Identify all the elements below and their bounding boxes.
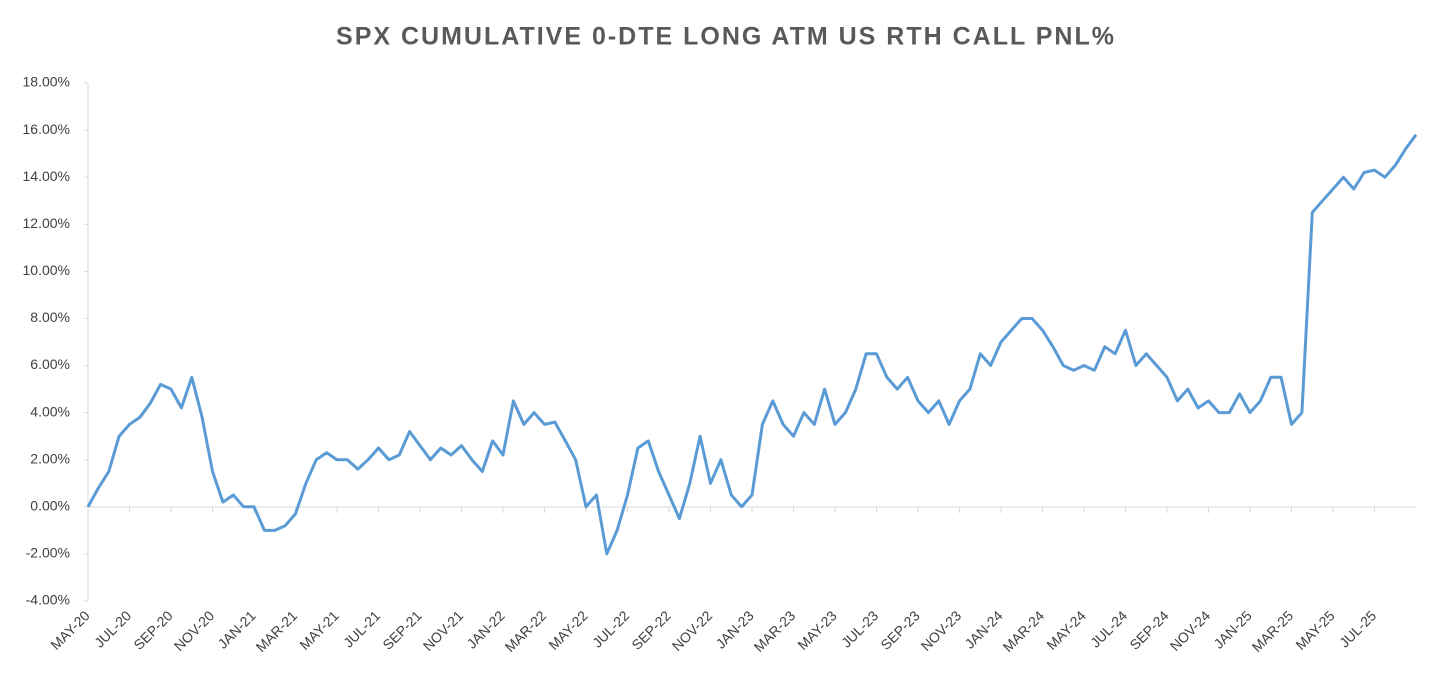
y-tick-label: 8.00% <box>30 309 70 325</box>
x-tick-label: MAR-21 <box>253 607 301 655</box>
x-tick-label: SEP-23 <box>877 607 923 653</box>
x-tick-label: JAN-25 <box>1210 607 1254 651</box>
x-tick-label: SEP-22 <box>628 607 674 653</box>
x-tick-label: SEP-20 <box>130 607 176 653</box>
y-tick-label: -4.00% <box>26 592 70 608</box>
x-tick-label: MAY-22 <box>545 607 591 653</box>
x-tick-label: NOV-22 <box>669 607 716 654</box>
x-tick-label: JUL-24 <box>1087 607 1130 650</box>
y-tick-label: 10.00% <box>23 262 70 278</box>
x-tick-label: MAR-24 <box>1000 607 1048 655</box>
x-tick-label: JAN-24 <box>961 607 1005 651</box>
x-tick-label: JUL-20 <box>91 607 134 650</box>
x-tick-label: NOV-21 <box>420 607 467 654</box>
x-tick-label: MAR-22 <box>502 607 550 655</box>
x-tick-label: JAN-22 <box>463 607 507 651</box>
x-tick-label: SEP-21 <box>379 607 425 653</box>
y-tick-label: 4.00% <box>30 403 70 419</box>
x-tick-label: JAN-21 <box>214 607 258 651</box>
x-tick-label: MAY-21 <box>296 607 342 653</box>
x-tick-label: MAR-23 <box>751 607 799 655</box>
x-tick-label: MAY-23 <box>794 607 840 653</box>
x-tick-label: MAY-25 <box>1292 607 1338 653</box>
x-tick-label: NOV-20 <box>171 607 218 654</box>
chart-title: SPX CUMULATIVE 0-DTE LONG ATM US RTH CAL… <box>336 23 1116 51</box>
x-tick-label: JUL-22 <box>589 607 632 650</box>
x-tick-label: MAY-24 <box>1043 607 1089 653</box>
x-tick-label: NOV-24 <box>1167 607 1214 654</box>
y-tick-label: 0.00% <box>30 498 70 514</box>
y-tick-label: 16.00% <box>23 121 70 137</box>
x-tick-label: JUL-21 <box>340 607 383 650</box>
x-tick-label: JUL-23 <box>838 607 881 650</box>
data-line <box>86 133 1418 556</box>
y-tick-label: 6.00% <box>30 356 70 372</box>
x-tick-label: MAY-20 <box>47 607 93 653</box>
x-tick-label: JAN-23 <box>712 607 756 651</box>
y-tick-label: 2.00% <box>30 450 70 466</box>
y-tick-label: -2.00% <box>26 545 70 561</box>
x-tick-label: SEP-24 <box>1126 607 1172 653</box>
y-tick-label: 14.00% <box>23 168 70 184</box>
x-tick-label: JUL-25 <box>1336 607 1379 650</box>
y-tick-label: 18.00% <box>23 74 70 90</box>
y-tick-label: 12.00% <box>23 215 70 231</box>
x-tick-label: MAR-25 <box>1249 607 1297 655</box>
x-tick-label: NOV-23 <box>918 607 965 654</box>
